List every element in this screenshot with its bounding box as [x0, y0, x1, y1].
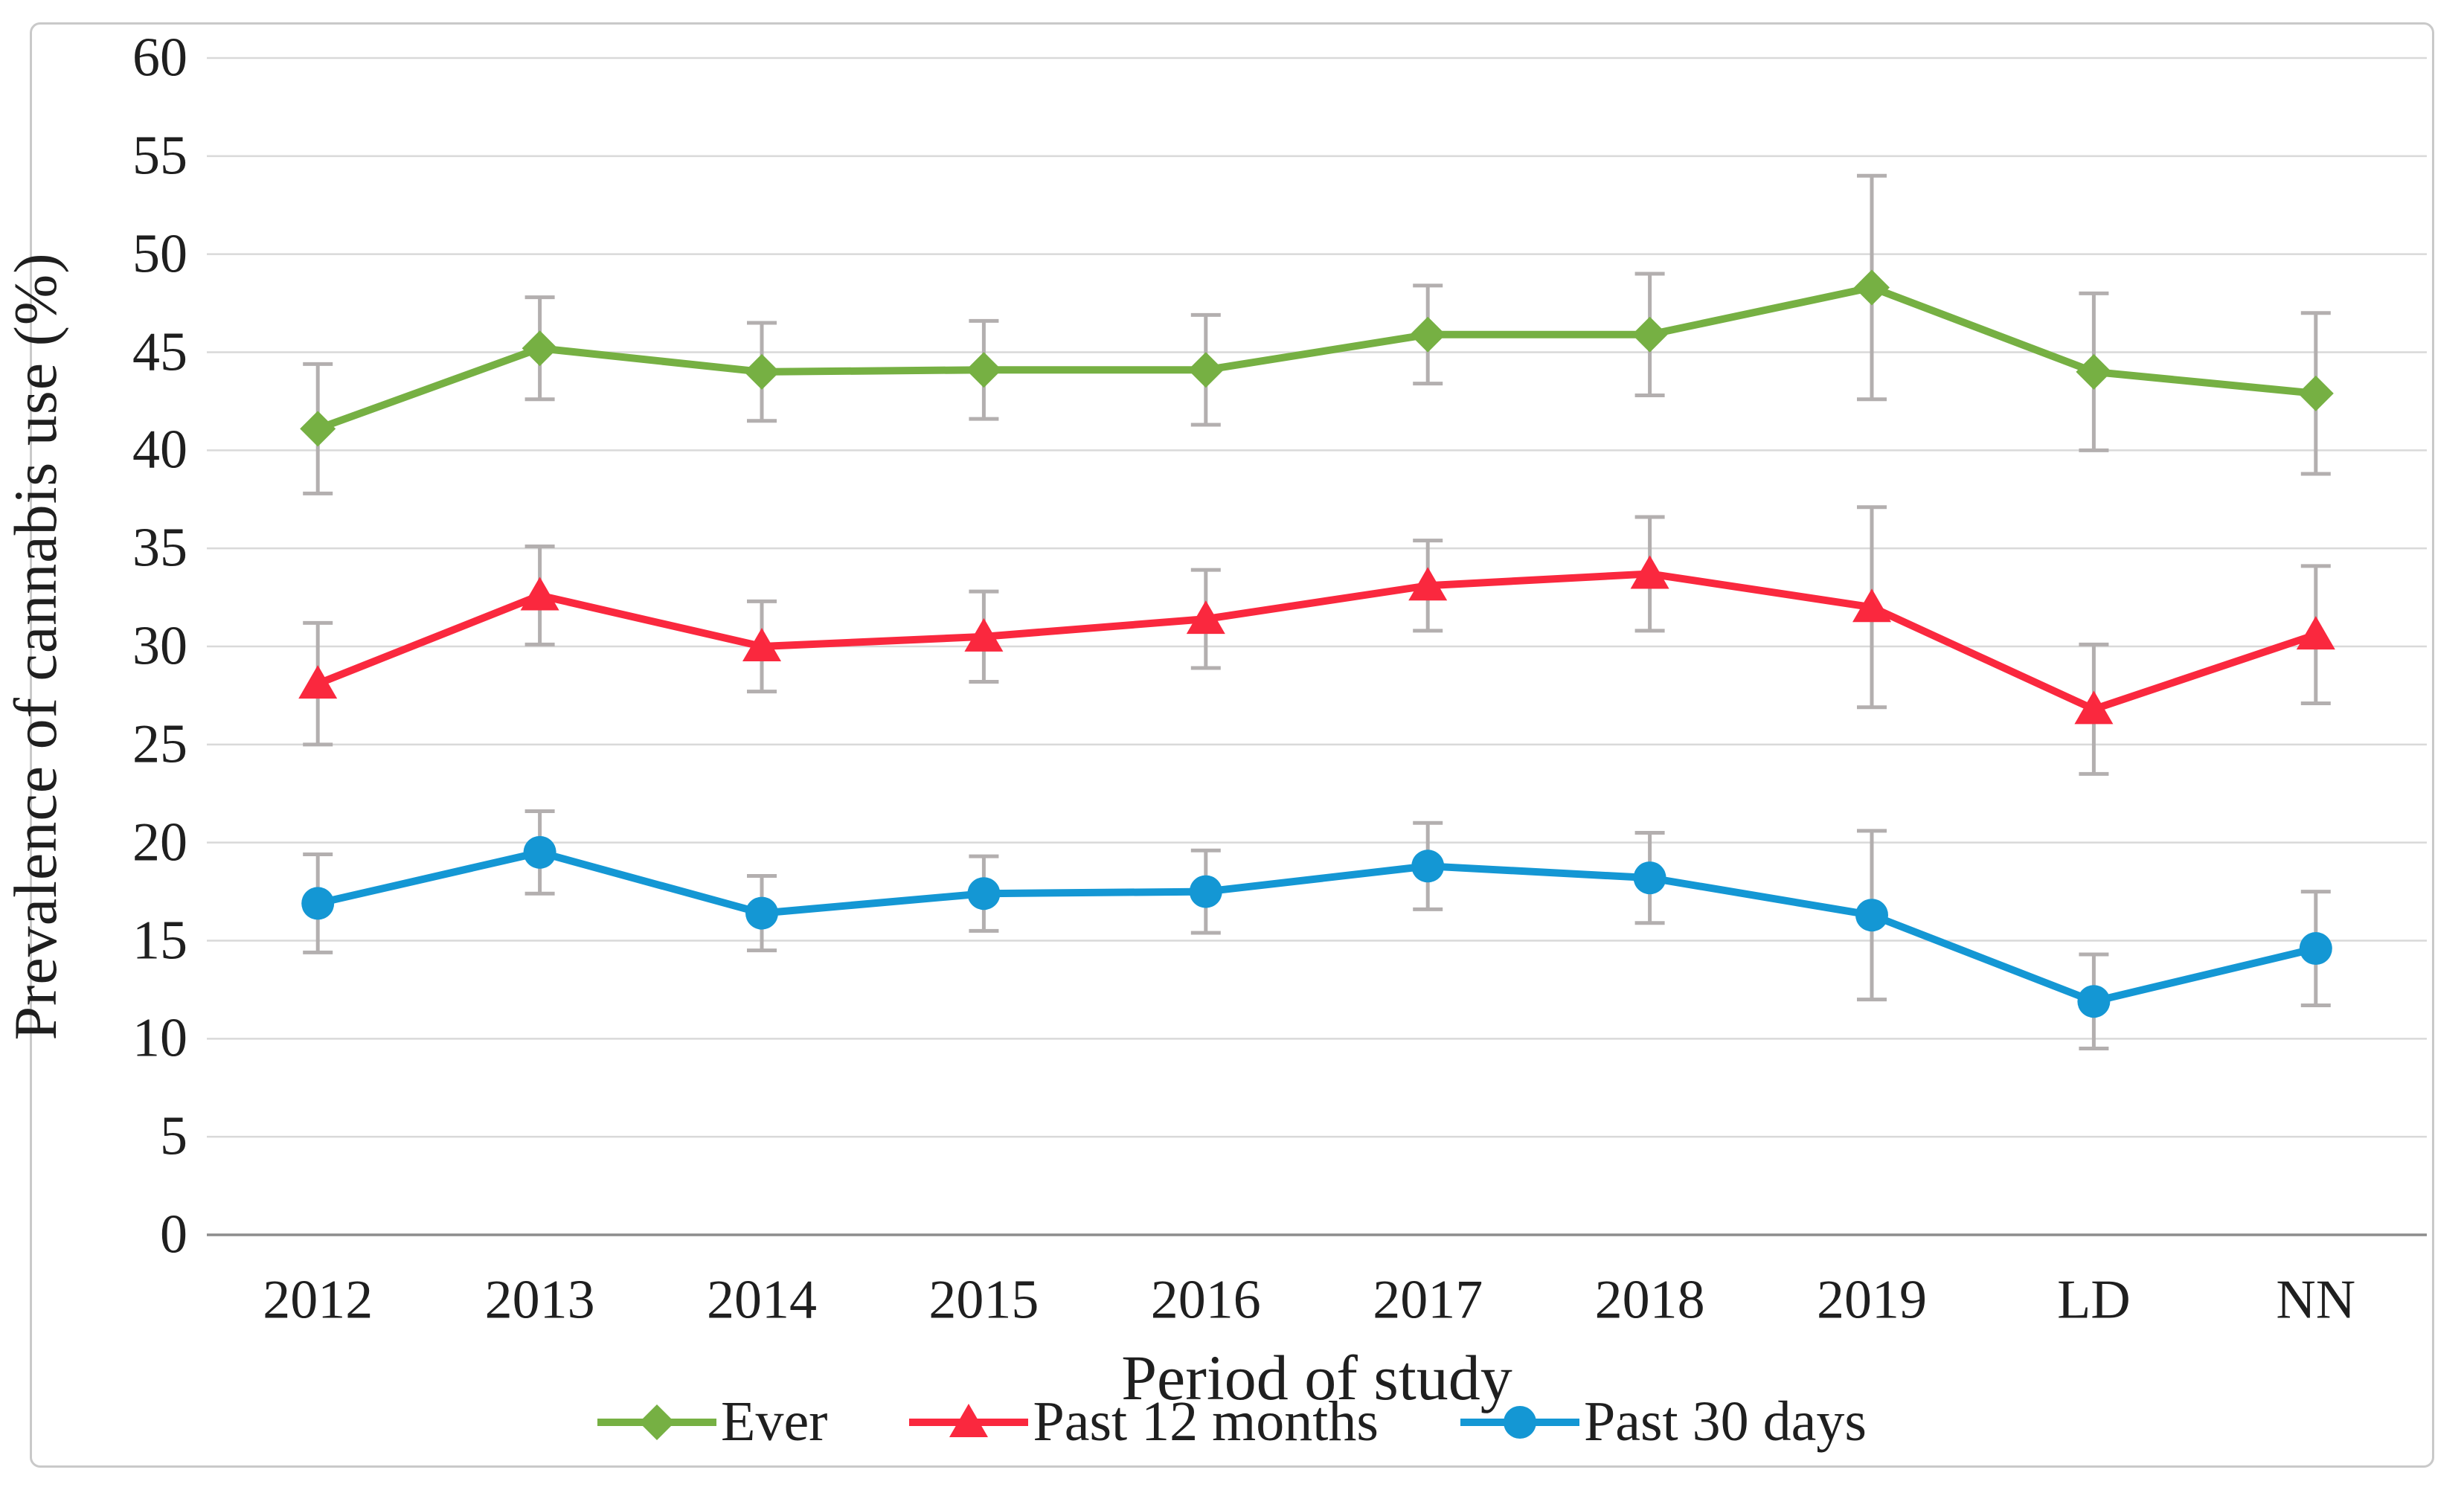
y-tick-label: 60 [132, 27, 187, 89]
legend-item-past-12-months: Past 12 months [909, 1390, 1379, 1454]
data-point-past-30-days-2015 [967, 877, 1001, 911]
y-tick-label: 10 [132, 1007, 187, 1069]
x-tick-label: 2019 [1817, 1269, 1927, 1331]
data-point-past-30-days-2017 [1411, 850, 1445, 883]
data-point-ever-2014 [744, 353, 780, 390]
data-point-ever-NN [2297, 375, 2334, 411]
data-point-past-12-months-2018 [1630, 555, 1669, 589]
data-point-ever-2013 [522, 330, 558, 367]
series-line-ever [314, 283, 2320, 433]
data-point-ever-LD [2076, 353, 2112, 390]
y-tick-label: 45 [132, 321, 187, 382]
y-tick-label: 20 [132, 812, 187, 873]
y-tick-label: 55 [132, 125, 187, 187]
data-point-past-12-months-2014 [742, 628, 781, 661]
data-point-past-12-months-2019 [1852, 588, 1891, 623]
data-point-ever-2018 [1632, 316, 1668, 353]
y-tick-label: 5 [160, 1105, 187, 1167]
data-point-ever-2015 [966, 352, 1002, 388]
data-point-past-12-months-2016 [1186, 600, 1225, 635]
data-point-past-30-days-NN [2299, 932, 2332, 966]
x-tick-label: LD [2057, 1269, 2131, 1331]
data-point-past-12-months-NN [2296, 616, 2335, 650]
data-point-past-30-days-2014 [745, 896, 778, 930]
data-point-past-12-months-LD [2074, 690, 2114, 725]
triangle-legend-marker-icon [909, 1403, 1029, 1437]
data-point-past-12-months-2013 [520, 577, 559, 611]
x-tick-label: 2013 [484, 1269, 595, 1331]
data-point-ever-2017 [1410, 316, 1446, 353]
data-point-past-12-months-2012 [298, 665, 338, 699]
y-tick-label: 35 [132, 517, 187, 579]
x-tick-label: 2017 [1373, 1269, 1483, 1331]
y-tick-label: 40 [132, 419, 187, 481]
y-tick-label: 15 [132, 910, 187, 971]
y-axis-title-text: Prevalence of cannabis use (%) [1, 252, 69, 1041]
series-line-past-12-months [314, 570, 2320, 713]
y-tick-label: 50 [132, 223, 187, 285]
x-tick-label: 2018 [1594, 1269, 1705, 1331]
x-tick-label: 2012 [263, 1269, 373, 1331]
data-point-past-30-days-2018 [1633, 861, 1666, 895]
data-point-past-30-days-2016 [1189, 875, 1222, 908]
series-line-past-30-days [314, 848, 2320, 1006]
legend-label: Ever [721, 1390, 828, 1453]
data-point-past-30-days-LD [2077, 985, 2111, 1018]
data-point-ever-2016 [1187, 352, 1224, 388]
x-axis-title: Period of study [1121, 1342, 1512, 1413]
y-tick-label: 25 [132, 713, 187, 775]
legend-label: Past 30 days [1583, 1390, 1867, 1453]
x-tick-label: 2015 [928, 1269, 1039, 1331]
data-point-ever-2012 [300, 411, 336, 447]
data-point-past-12-months-2017 [1408, 567, 1448, 601]
legend: Ever Past 12 months Past 30 days [0, 1390, 2464, 1454]
x-tick-label: 2014 [707, 1269, 817, 1331]
x-tick-label: NN [2276, 1269, 2356, 1331]
legend-item-past-30-days: Past 30 days [1460, 1390, 1867, 1454]
legend-item-ever: Ever [597, 1390, 827, 1454]
data-point-past-12-months-2015 [964, 617, 1004, 652]
x-tick-label: 2016 [1150, 1269, 1261, 1331]
data-point-past-30-days-2012 [301, 887, 335, 920]
data-point-past-30-days-2013 [523, 835, 556, 869]
y-tick-label: 30 [132, 615, 187, 677]
diamond-legend-marker-icon [597, 1404, 717, 1440]
legend-label: Past 12 months [1033, 1390, 1379, 1453]
y-tick-label: 0 [160, 1204, 187, 1265]
circle-legend-marker-icon [1460, 1405, 1579, 1439]
data-point-ever-2019 [1854, 269, 1890, 306]
data-point-past-30-days-2019 [1855, 899, 1888, 932]
